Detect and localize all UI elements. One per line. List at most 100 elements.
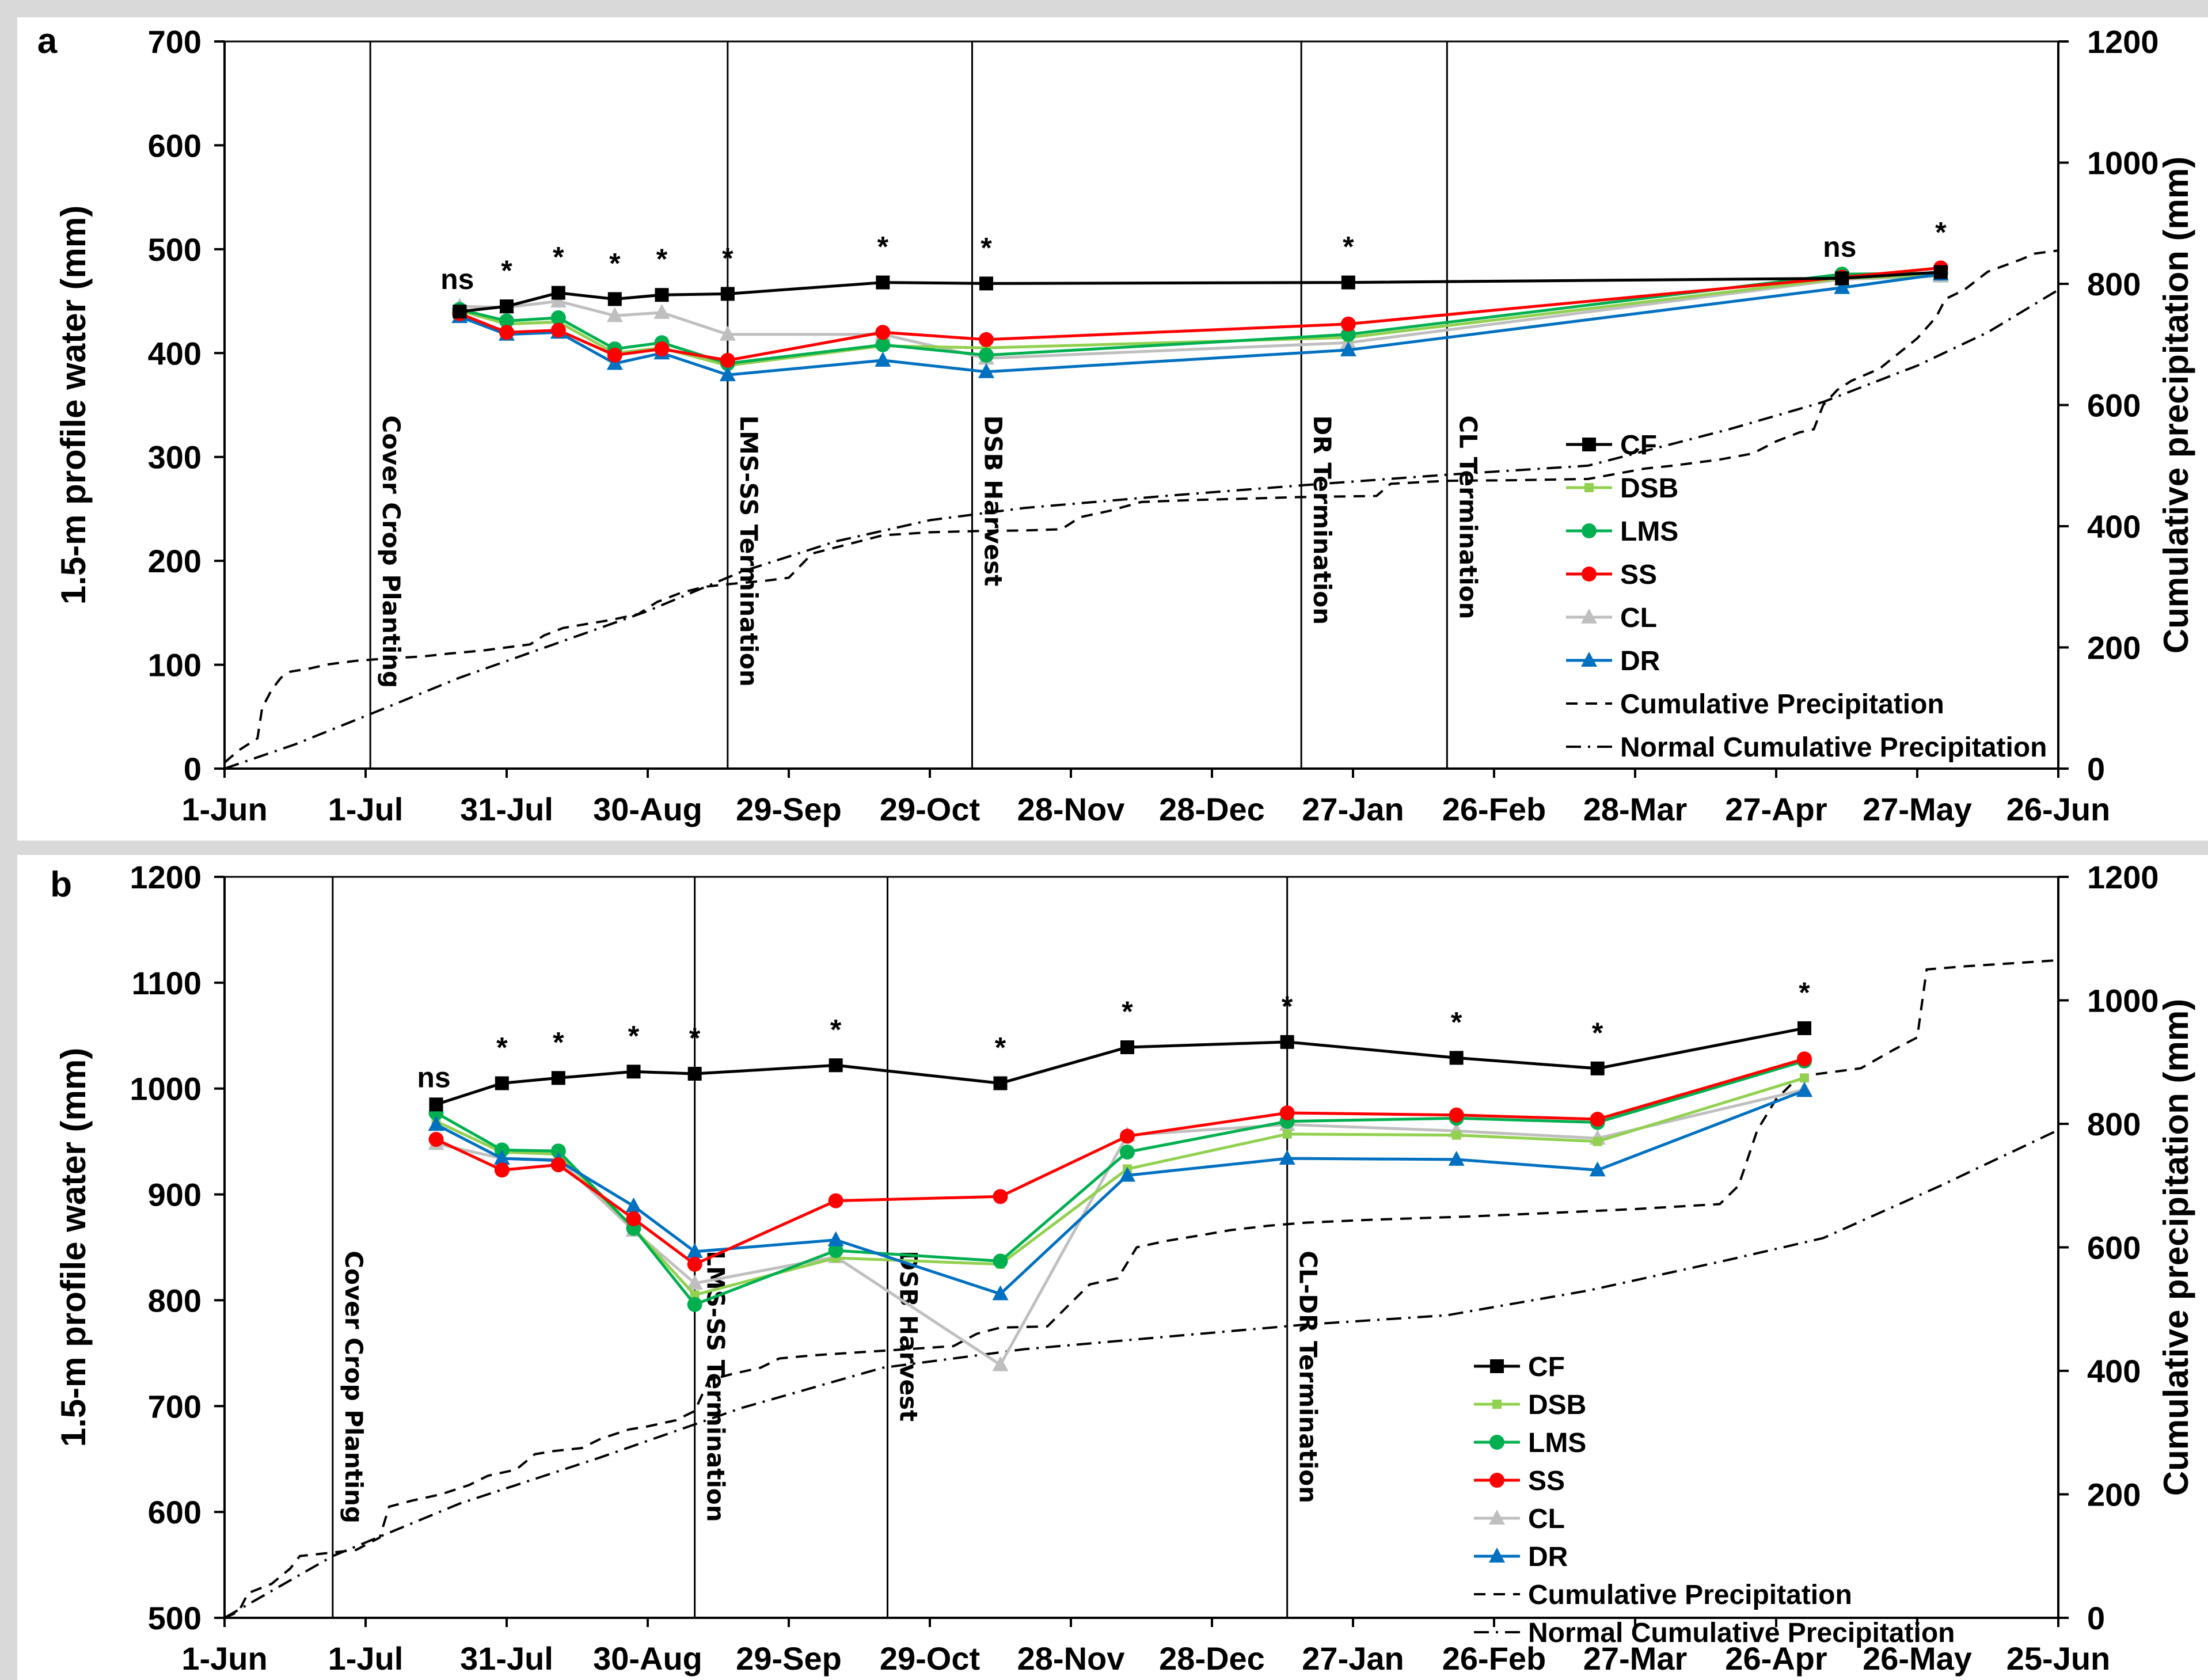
legend-marker <box>1489 1510 1505 1525</box>
y2-tick-label: 400 <box>2087 1353 2141 1389</box>
x-tick-label: 1-Jun <box>181 791 267 827</box>
significance-marker: * <box>877 231 889 263</box>
legend-label: Cumulative Precipitation <box>1528 1580 1852 1610</box>
x-tick-label: 31-Jul <box>460 1640 553 1677</box>
legend-label: CL <box>1528 1504 1565 1534</box>
data-point-ss <box>607 347 622 363</box>
x-tick-label: 27-Apr <box>1725 791 1827 827</box>
x-tick-label: 25-Jun <box>2006 1640 2111 1677</box>
data-point-ss <box>1340 316 1356 332</box>
x-tick-label: 28-Dec <box>1159 791 1265 827</box>
normal-cumulative-precipitation-line <box>224 1128 2059 1619</box>
data-point-ss <box>499 325 514 340</box>
y-tick-label: 900 <box>148 1177 202 1213</box>
x-tick-label: 1-Jul <box>328 1640 404 1677</box>
data-point-ss <box>654 341 670 357</box>
y2-tick-label: 800 <box>2087 1106 2141 1142</box>
x-tick-label: 31-Jul <box>460 791 553 827</box>
series-line-dsb <box>435 1076 1805 1297</box>
legend-marker <box>1581 652 1597 667</box>
significance-marker: * <box>1282 990 1293 1023</box>
data-point-dr <box>1834 279 1850 294</box>
data-point-lms <box>993 1253 1008 1269</box>
data-point-dsb <box>1593 1137 1602 1146</box>
data-point-ss <box>875 325 891 340</box>
data-point-ss <box>979 332 994 347</box>
data-point-cf <box>1120 1040 1134 1055</box>
data-point-ss <box>720 352 735 368</box>
event-label: CL Termination <box>1454 415 1482 619</box>
y-tick-label: 0 <box>184 751 202 787</box>
legend-marker <box>1490 1359 1504 1373</box>
data-point-ss <box>1449 1107 1464 1123</box>
data-point-dr <box>428 1116 444 1131</box>
legend-label: LMS <box>1528 1428 1586 1458</box>
data-point-cf <box>829 1058 843 1073</box>
data-point-dr <box>1448 1150 1465 1166</box>
y2-tick-label: 200 <box>2087 1477 2141 1513</box>
series-ss <box>428 1051 1812 1272</box>
significance-marker: * <box>995 1032 1006 1064</box>
significance-marker: ns <box>1823 231 1856 263</box>
x-tick-label: 26-Feb <box>1442 1640 1546 1677</box>
y-tick-label: 700 <box>148 24 202 60</box>
significance-marker: * <box>1799 976 1810 1009</box>
y-tick-label: 500 <box>148 1600 202 1636</box>
data-point-cf <box>655 288 669 302</box>
y2-axis-label: Cumulative precipitation (mm) <box>2157 999 2195 1496</box>
data-point-cl <box>606 307 623 322</box>
x-tick-label: 1-Jun <box>181 1640 267 1677</box>
legend-marker <box>1489 1473 1504 1488</box>
x-tick-label: 27-Jan <box>1302 1640 1404 1677</box>
data-point-dr <box>1279 1150 1295 1165</box>
x-tick-label: 29-Oct <box>880 1640 980 1677</box>
series-ss <box>452 260 1948 368</box>
data-point-cf <box>1590 1061 1605 1075</box>
y2-tick-label: 1200 <box>2087 859 2159 895</box>
y-tick-label: 800 <box>148 1282 202 1318</box>
data-point-cl <box>719 325 736 341</box>
series-dsb <box>431 1073 1809 1300</box>
significance-marker: * <box>501 254 512 287</box>
x-tick-label: 1-Jul <box>328 791 404 827</box>
y2-tick-label: 400 <box>2087 508 2141 545</box>
series-dr <box>428 1082 1812 1301</box>
series-line-lms <box>435 1059 1805 1306</box>
event-label: DSB Harvest <box>895 1251 923 1421</box>
data-point-dr <box>992 1285 1009 1301</box>
data-point-cl <box>992 1356 1009 1371</box>
data-point-dr <box>625 1197 642 1213</box>
event-label: CL-DR Termination <box>1294 1251 1322 1503</box>
legend-label: CF <box>1620 430 1657 461</box>
data-point-cf <box>607 292 622 306</box>
legend-label: DSB <box>1620 473 1678 504</box>
series-cf <box>429 1021 1811 1112</box>
x-tick-label: 26-May <box>1863 1640 1972 1677</box>
data-point-dr <box>1589 1161 1606 1177</box>
series-dsb <box>455 270 1945 370</box>
data-point-lms <box>828 1243 843 1259</box>
x-tick-label: 27-May <box>1863 791 1972 827</box>
legend-label: SS <box>1620 560 1657 590</box>
y2-tick-label: 200 <box>2087 630 2141 666</box>
legend-label: LMS <box>1620 516 1678 547</box>
data-point-ss <box>494 1162 510 1178</box>
data-point-dr <box>827 1231 844 1246</box>
data-point-lms <box>875 337 891 352</box>
x-tick-label: 29-Sep <box>736 1640 842 1677</box>
data-point-cf <box>453 305 467 319</box>
data-point-cf <box>1797 1021 1811 1035</box>
legend-marker <box>1489 1435 1504 1450</box>
y2-tick-label: 1000 <box>2087 983 2159 1019</box>
legend-marker <box>1492 1400 1502 1409</box>
data-point-cf <box>1341 275 1355 290</box>
series-line-cf <box>435 1027 1805 1106</box>
data-point-cf <box>1933 265 1948 279</box>
data-point-lms <box>687 1297 702 1312</box>
data-point-ss <box>687 1256 702 1272</box>
panel-label: a <box>37 21 58 61</box>
y2-axis-label: Cumulative precipitation (mm) <box>2157 157 2195 653</box>
data-point-cf <box>429 1097 443 1112</box>
x-tick-label: 30-Aug <box>593 791 702 827</box>
significance-marker: * <box>722 242 734 274</box>
